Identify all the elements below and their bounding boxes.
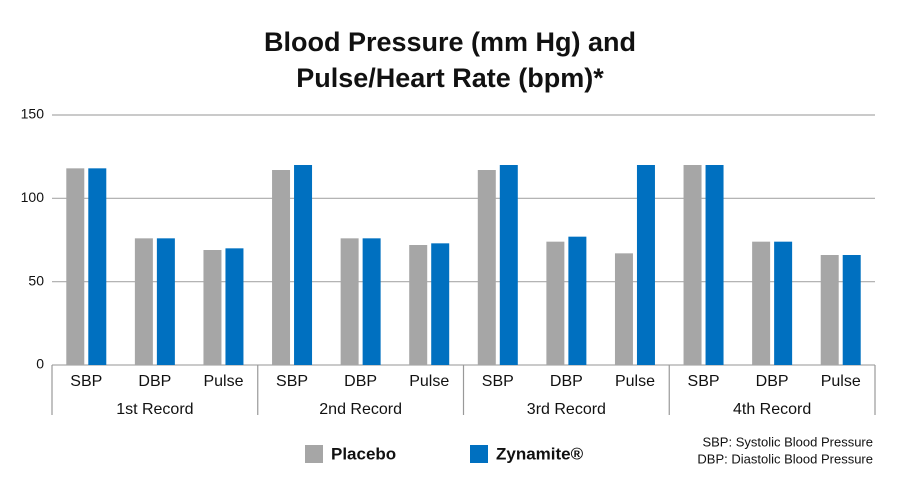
bar: [546, 241, 565, 365]
x-tick-label: DBP: [756, 373, 789, 390]
x-tick-label: DBP: [550, 373, 583, 390]
x-tick-label: SBP: [482, 373, 514, 390]
note: SBP: Systolic Blood Pressure: [702, 434, 873, 449]
group-label: 3rd Record: [527, 401, 606, 418]
y-tick-label: 100: [21, 189, 45, 205]
y-tick-label: 0: [36, 356, 44, 372]
bar: [272, 170, 291, 365]
bar: [683, 165, 702, 365]
bar: [842, 255, 861, 365]
x-tick-label: Pulse: [821, 373, 861, 390]
bar: [752, 241, 771, 365]
x-tick-label: DBP: [138, 373, 171, 390]
legend-swatch: [470, 445, 488, 463]
x-tick-label: Pulse: [203, 373, 243, 390]
group-label: 1st Record: [116, 401, 193, 418]
bar: [820, 255, 839, 365]
legend-swatch: [305, 445, 323, 463]
x-tick-label: SBP: [276, 373, 308, 390]
bar: [340, 238, 359, 365]
bar: [477, 170, 496, 365]
bar: [409, 245, 428, 365]
bar: [636, 165, 655, 365]
x-tick-label: SBP: [688, 373, 720, 390]
bar: [774, 241, 793, 365]
bar: [88, 168, 107, 365]
legend-label: Zynamite®: [496, 444, 584, 463]
note: DBP: Diastolic Blood Pressure: [697, 451, 873, 466]
bar: [568, 236, 587, 365]
x-tick-label: DBP: [344, 373, 377, 390]
x-tick-label: Pulse: [615, 373, 655, 390]
bar: [614, 253, 633, 365]
x-tick-label: Pulse: [409, 373, 449, 390]
bar: [705, 165, 724, 365]
group-label: 2nd Record: [319, 401, 402, 418]
y-tick-label: 50: [28, 272, 44, 288]
bar: [362, 238, 381, 365]
bar: [156, 238, 175, 365]
legend-label: Placebo: [331, 444, 396, 463]
bar: [134, 238, 153, 365]
bar: [294, 165, 313, 365]
group-label: 4th Record: [733, 401, 811, 418]
chart-title: Pulse/Heart Rate (bpm)*: [296, 63, 604, 93]
bar: [225, 248, 244, 365]
y-tick-label: 150: [21, 106, 45, 122]
bar: [203, 250, 222, 365]
chart-title: Blood Pressure (mm Hg) and: [264, 27, 636, 57]
bar: [431, 243, 450, 365]
bar: [66, 168, 85, 365]
bar: [499, 165, 518, 365]
x-tick-label: SBP: [70, 373, 102, 390]
